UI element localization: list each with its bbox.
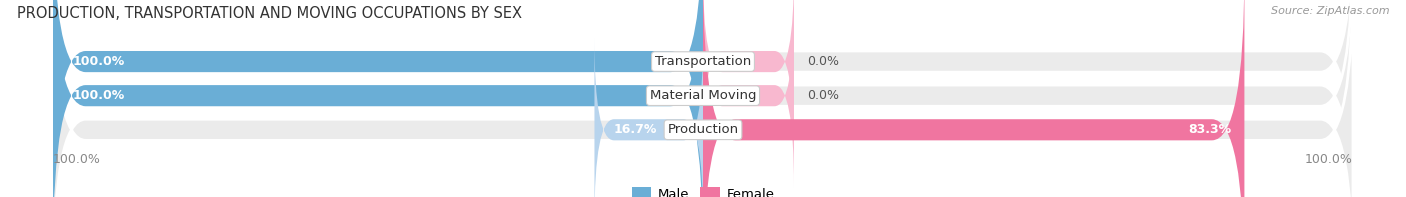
- Text: Transportation: Transportation: [655, 55, 751, 68]
- Legend: Male, Female: Male, Female: [626, 182, 780, 197]
- Text: Production: Production: [668, 123, 738, 136]
- Text: PRODUCTION, TRANSPORTATION AND MOVING OCCUPATIONS BY SEX: PRODUCTION, TRANSPORTATION AND MOVING OC…: [17, 6, 522, 21]
- FancyBboxPatch shape: [703, 4, 794, 187]
- FancyBboxPatch shape: [53, 0, 703, 197]
- Text: 0.0%: 0.0%: [807, 55, 839, 68]
- FancyBboxPatch shape: [53, 0, 1353, 197]
- Text: 0.0%: 0.0%: [807, 89, 839, 102]
- FancyBboxPatch shape: [53, 0, 1353, 197]
- FancyBboxPatch shape: [703, 0, 794, 153]
- Text: 100.0%: 100.0%: [73, 89, 125, 102]
- FancyBboxPatch shape: [53, 0, 1353, 197]
- FancyBboxPatch shape: [53, 0, 703, 197]
- FancyBboxPatch shape: [703, 0, 1244, 197]
- Text: 100.0%: 100.0%: [53, 153, 101, 166]
- Text: Source: ZipAtlas.com: Source: ZipAtlas.com: [1271, 6, 1389, 16]
- Text: Material Moving: Material Moving: [650, 89, 756, 102]
- Text: 100.0%: 100.0%: [1305, 153, 1353, 166]
- Text: 100.0%: 100.0%: [73, 55, 125, 68]
- Text: 83.3%: 83.3%: [1188, 123, 1232, 136]
- FancyBboxPatch shape: [595, 38, 703, 197]
- Text: 16.7%: 16.7%: [614, 123, 658, 136]
